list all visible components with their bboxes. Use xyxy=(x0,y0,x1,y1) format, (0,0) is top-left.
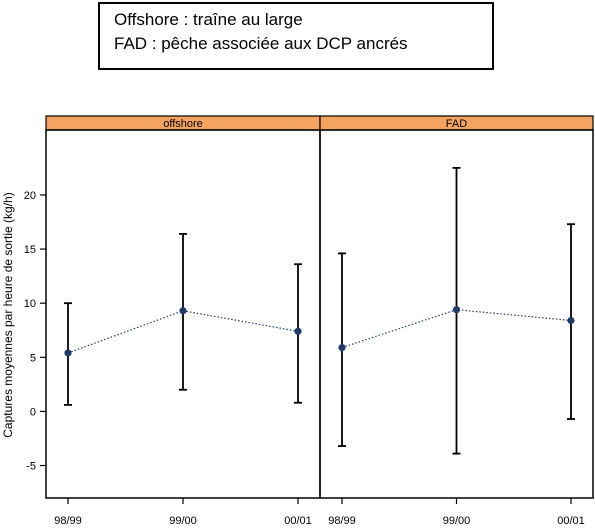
y-tick-label: 10 xyxy=(24,298,36,310)
panel-offshore: offshore xyxy=(45,115,321,499)
y-axis: -5 0 5 10 15 20 xyxy=(24,190,46,473)
errorbar-offshore-98/99 xyxy=(64,302,72,406)
mean-point xyxy=(179,307,187,315)
strip-label-fad: FAD xyxy=(446,118,467,130)
y-tick-label: -5 xyxy=(26,461,36,473)
legend-line-fad: FAD : pêche associée aux DCP ancrés xyxy=(114,34,408,53)
x-axis: 98/99 99/00 00/01 98/99 99/00 00/01 xyxy=(54,498,585,527)
errorbar-offshore-00/01 xyxy=(294,263,302,404)
errorbar-fad-00/01 xyxy=(567,223,575,420)
errorbar-fad-98/99 xyxy=(338,252,346,447)
mean-point xyxy=(338,343,346,352)
errorbar-fad-99/00 xyxy=(452,166,461,455)
strip-label-offshore: offshore xyxy=(163,118,203,130)
x-tick-label: 99/00 xyxy=(443,515,471,527)
mean-point xyxy=(294,327,302,335)
legend-line-offshore: Offshore : traîne au large xyxy=(114,10,303,29)
mean-point xyxy=(452,306,461,314)
x-tick-label: 00/01 xyxy=(284,515,312,527)
x-tick-label: 98/99 xyxy=(328,515,356,527)
panels-layer: offshore FAD xyxy=(45,115,594,499)
x-tick-label: 98/99 xyxy=(54,515,82,527)
y-axis-label: Captures moyennes par heure de sortie (k… xyxy=(1,192,15,437)
y-tick-label: 20 xyxy=(24,190,36,202)
y-tick-label: 0 xyxy=(30,406,36,418)
x-tick-label: 99/00 xyxy=(169,515,197,527)
legend-box: Offshore : traîne au large FAD : pêche a… xyxy=(98,2,494,70)
x-tick-label: 00/01 xyxy=(557,515,585,527)
panel-fad: FAD xyxy=(319,115,594,499)
y-tick-label: 5 xyxy=(30,352,36,364)
mean-line-fad xyxy=(341,309,572,349)
errorbar-offshore-99/00 xyxy=(179,233,187,391)
mean-point xyxy=(567,316,575,325)
y-tick-label: 15 xyxy=(24,244,36,256)
mean-point xyxy=(64,349,72,357)
